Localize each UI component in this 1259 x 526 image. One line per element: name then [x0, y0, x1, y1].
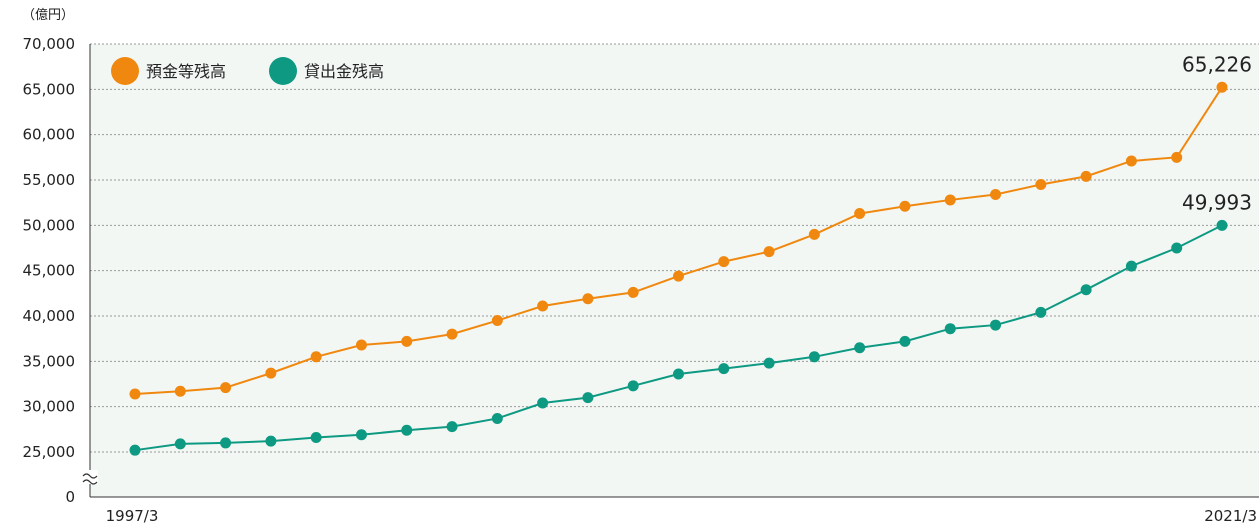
data-point	[673, 368, 684, 380]
data-point	[1171, 242, 1183, 254]
data-point	[1125, 155, 1137, 167]
data-point	[1216, 219, 1228, 231]
y-tick-label: 65,000	[23, 80, 76, 98]
x-tick-label-start: 1997/3	[106, 507, 159, 525]
data-point	[673, 270, 684, 282]
data-point	[990, 189, 1002, 201]
legend-label: 貸出金残高	[304, 62, 384, 81]
x-tick-label-end: 2021/3	[1204, 507, 1257, 525]
legend-label: 預金等残高	[146, 62, 226, 81]
data-point	[355, 429, 367, 441]
data-point	[310, 431, 322, 443]
legend-marker	[269, 57, 297, 85]
axis-break-symbol	[82, 473, 98, 479]
y-tick-label: 30,000	[23, 398, 76, 416]
y-tick-label: 55,000	[23, 171, 76, 189]
data-point	[1035, 306, 1047, 318]
y-tick-label: 50,000	[23, 216, 76, 234]
data-point	[1125, 260, 1137, 272]
y-tick-label: 35,000	[23, 352, 76, 370]
data-point	[446, 421, 458, 433]
y-tick-label: 25,000	[23, 443, 76, 461]
data-point	[491, 412, 503, 424]
data-point	[718, 363, 730, 375]
series-1	[129, 81, 1228, 400]
data-point	[446, 328, 458, 340]
data-point	[1216, 81, 1228, 93]
y-tick-label: 45,000	[23, 262, 76, 280]
end-value-label: 65,226	[1182, 52, 1252, 76]
data-point	[627, 286, 639, 298]
y-tick-label: 40,000	[23, 307, 76, 325]
data-point	[990, 319, 1002, 331]
data-point	[265, 367, 277, 379]
data-point	[899, 200, 911, 212]
y-axis-unit-label: （億円）	[22, 7, 74, 23]
data-point	[401, 335, 413, 347]
data-point	[401, 424, 413, 436]
data-point	[310, 351, 322, 363]
data-point	[899, 335, 911, 347]
y-tick-label: 70,000	[23, 35, 76, 53]
data-point	[854, 208, 866, 220]
data-point	[537, 300, 549, 312]
data-point	[627, 380, 639, 392]
y-tick-label: 60,000	[23, 126, 76, 144]
data-point	[220, 437, 232, 449]
data-point	[854, 342, 866, 354]
data-point	[355, 339, 367, 351]
data-point	[129, 444, 141, 456]
data-point	[537, 397, 549, 409]
data-point	[491, 315, 503, 327]
axis-break-symbol	[82, 479, 98, 485]
data-point	[1035, 179, 1047, 191]
data-point	[1080, 170, 1092, 182]
data-point	[718, 256, 730, 268]
data-point	[174, 385, 186, 397]
series-2	[129, 219, 1228, 456]
data-point	[944, 194, 956, 206]
data-point	[763, 357, 775, 369]
data-point	[582, 392, 594, 404]
data-point	[174, 438, 186, 450]
data-point	[582, 293, 594, 305]
data-point	[944, 323, 956, 335]
legend-marker	[111, 57, 139, 85]
data-point	[265, 435, 277, 447]
end-value-label: 49,993	[1182, 190, 1252, 214]
data-point	[808, 351, 820, 363]
data-point	[220, 382, 232, 394]
data-point	[129, 388, 141, 400]
data-point	[1080, 284, 1092, 296]
y-tick-label: 0	[65, 488, 75, 506]
data-point	[1171, 151, 1183, 163]
data-point	[808, 228, 820, 240]
data-point	[763, 246, 775, 258]
